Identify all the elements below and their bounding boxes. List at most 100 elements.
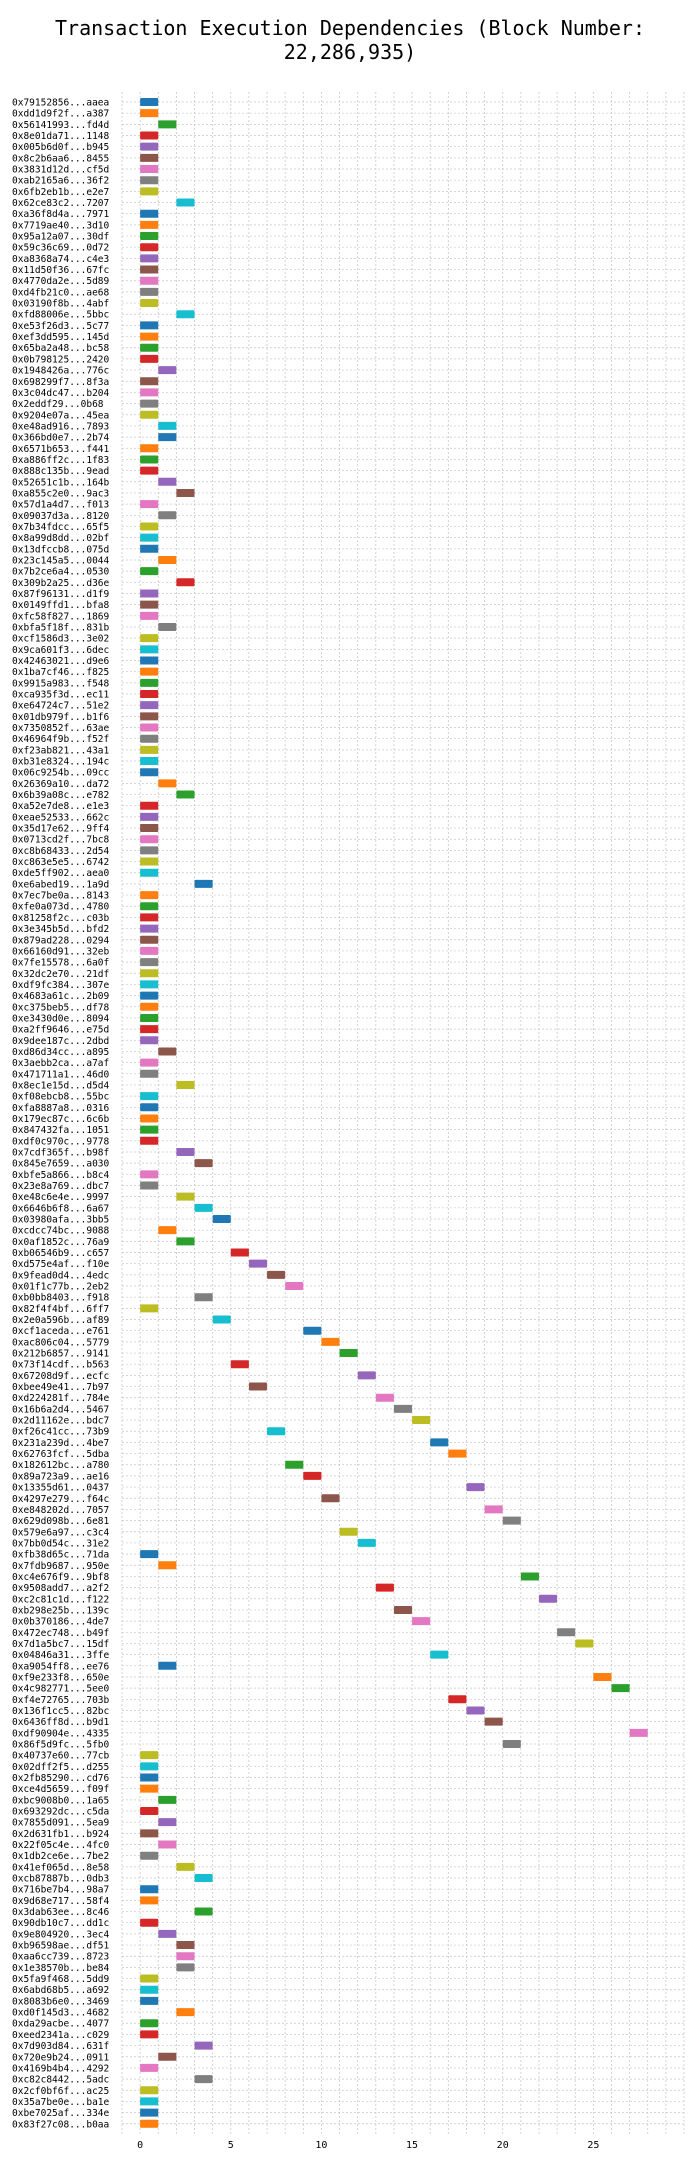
transaction-label: 0xe64724c7...51e2 [12,701,109,712]
transaction-label: 0xf23ab821...43a1 [12,745,110,756]
transaction-label: 0x06c9254b...09cc [12,768,109,779]
transaction-label: 0x879ad228...0294 [12,935,110,946]
transaction-label: 0x3dab63ee...8c46 [12,1907,110,1918]
transaction-bar [194,1203,213,1212]
transaction-bar [230,1248,249,1257]
transaction-label: 0x62763fcf...5dba [12,1449,109,1460]
transaction-bar [140,812,159,821]
transaction-label: 0x5fa9f468...5dd9 [12,1974,110,1985]
transaction-bar [140,690,159,699]
transaction-bar [140,723,159,732]
transaction-label: 0xac806c04...5779 [12,1337,110,1348]
transaction-label: 0x629d098b...6e81 [12,1516,110,1527]
transaction-bar [158,477,177,486]
transaction-bar [140,455,159,464]
transaction-label: 0x32dc2e70...21df [12,969,109,980]
transaction-bar [375,1393,394,1402]
transaction-label: 0x9508add7...a2f2 [12,1583,109,1594]
transaction-bar [593,1672,612,1681]
transaction-label: 0x79152856...aaea [12,98,109,109]
transaction-bar [466,1483,485,1492]
transaction-label: 0x7d1a5bc7...15df [12,1639,109,1650]
transaction-bar [176,1237,195,1246]
transaction-label: 0x8ec1e15d...d5d4 [12,1080,110,1091]
transaction-bar [140,176,159,185]
transaction-label: 0x0af1852c...76a9 [12,1237,110,1248]
transaction-bar [140,1025,159,1034]
transaction-bar [140,801,159,810]
transaction-bar [140,678,159,687]
y-tick-labels: 0x79152856...aaea0xdd1d9f2f...a3870x5614… [12,98,110,2131]
transaction-bar [140,757,159,766]
transaction-label: 0x01f1c77b...2eb2 [12,1282,109,1293]
transaction-label: 0xf9e233f8...650e [12,1672,110,1683]
transaction-bar [140,131,159,140]
grid-layer [121,92,685,2134]
transaction-label: 0x09037d3a...8120 [12,511,110,522]
transaction-label: 0x0b370186...4de7 [12,1617,109,1628]
transaction-bar [158,433,177,442]
transaction-label: 0x471711a1...46d0 [12,1069,110,1080]
transaction-bar [466,1706,485,1715]
transaction-bar [412,1416,431,1425]
transaction-bar [176,488,195,497]
transaction-bar [339,1527,358,1536]
transaction-label: 0x4c982771...5ee0 [12,1684,110,1695]
transaction-bar [176,1941,195,1950]
transaction-label: 0x35d17e62...9ff4 [12,824,110,835]
transaction-label: 0x81258f2c...c03b [12,913,110,924]
transaction-bar [158,1840,177,1849]
transaction-label: 0xeae52533...662c [12,812,109,823]
transaction-bar [140,377,159,386]
transaction-label: 0xdf90904e...4335 [12,1728,109,1739]
transaction-label: 0x4683a61c...2b09 [12,991,110,1002]
transaction-bar [140,444,159,453]
transaction-bar [412,1617,431,1626]
transaction-bar [158,1818,177,1827]
transaction-bar [140,857,159,866]
transaction-label: 0x59c36c69...0d72 [12,243,109,254]
transaction-bar [140,1069,159,1078]
transaction-bar [140,924,159,933]
transaction-bar [140,232,159,241]
transaction-label: 0x23e8a769...dbc7 [12,1181,109,1192]
transaction-bar [140,1136,159,1145]
transaction-bar [321,1337,340,1346]
transaction-label: 0xa9054ff8...ee76 [12,1661,110,1672]
transaction-label: 0xeed2341a...c029 [12,2030,110,2041]
transaction-label: 0x90db10c7...dd1c [12,1918,109,1929]
transaction-label: 0x56141993...fd4d [12,120,109,131]
transaction-bar [140,98,159,106]
transaction-label: 0x231a239d...4be7 [12,1438,109,1449]
transaction-bar [140,701,159,710]
transaction-bar [212,1315,231,1324]
transaction-label: 0x9d68e717...58f4 [12,1896,110,1907]
transaction-bar [176,1963,195,1972]
transaction-label: 0x3831d12d...cf5d [12,165,109,176]
transaction-label: 0x7cdf365f...b98f [12,1147,109,1158]
transaction-label: 0x6fb2eb1b...e2e7 [12,187,109,198]
transaction-bar [140,544,159,553]
transaction-label: 0x73f14cdf...b563 [12,1360,109,1371]
transaction-label: 0x7fdb9687...950e [12,1561,110,1572]
transaction-label: 0x0b798125...2420 [12,354,110,365]
transaction-label: 0xc8b68433...2d54 [12,846,110,857]
transaction-label: 0x472ec748...b49f [12,1628,109,1639]
transaction-bar [357,1538,376,1547]
transaction-bar [248,1382,268,1391]
transaction-label: 0xbc9008b0...1a65 [12,1795,109,1806]
transaction-bar [140,1974,159,1983]
transaction-bar [140,891,159,900]
transaction-label: 0x8083b6e0...3469 [12,1996,110,2007]
transaction-bar [140,600,159,609]
transaction-label: 0x845e7659...a030 [12,1159,110,1170]
transaction-bar [502,1516,521,1525]
transaction-label: 0x8e01da71...1148 [12,131,110,142]
transaction-bar [484,1717,503,1726]
transaction-bar [140,276,159,285]
transaction-label: 0x3e345b5d...bfd2 [12,924,109,935]
transaction-bar [212,1215,231,1223]
transaction-label: 0x23c145a5...0044 [12,555,110,566]
transaction-label: 0xdf0c970c...9778 [12,1136,110,1147]
transaction-label: 0x7d903d84...631f [12,2041,109,2052]
